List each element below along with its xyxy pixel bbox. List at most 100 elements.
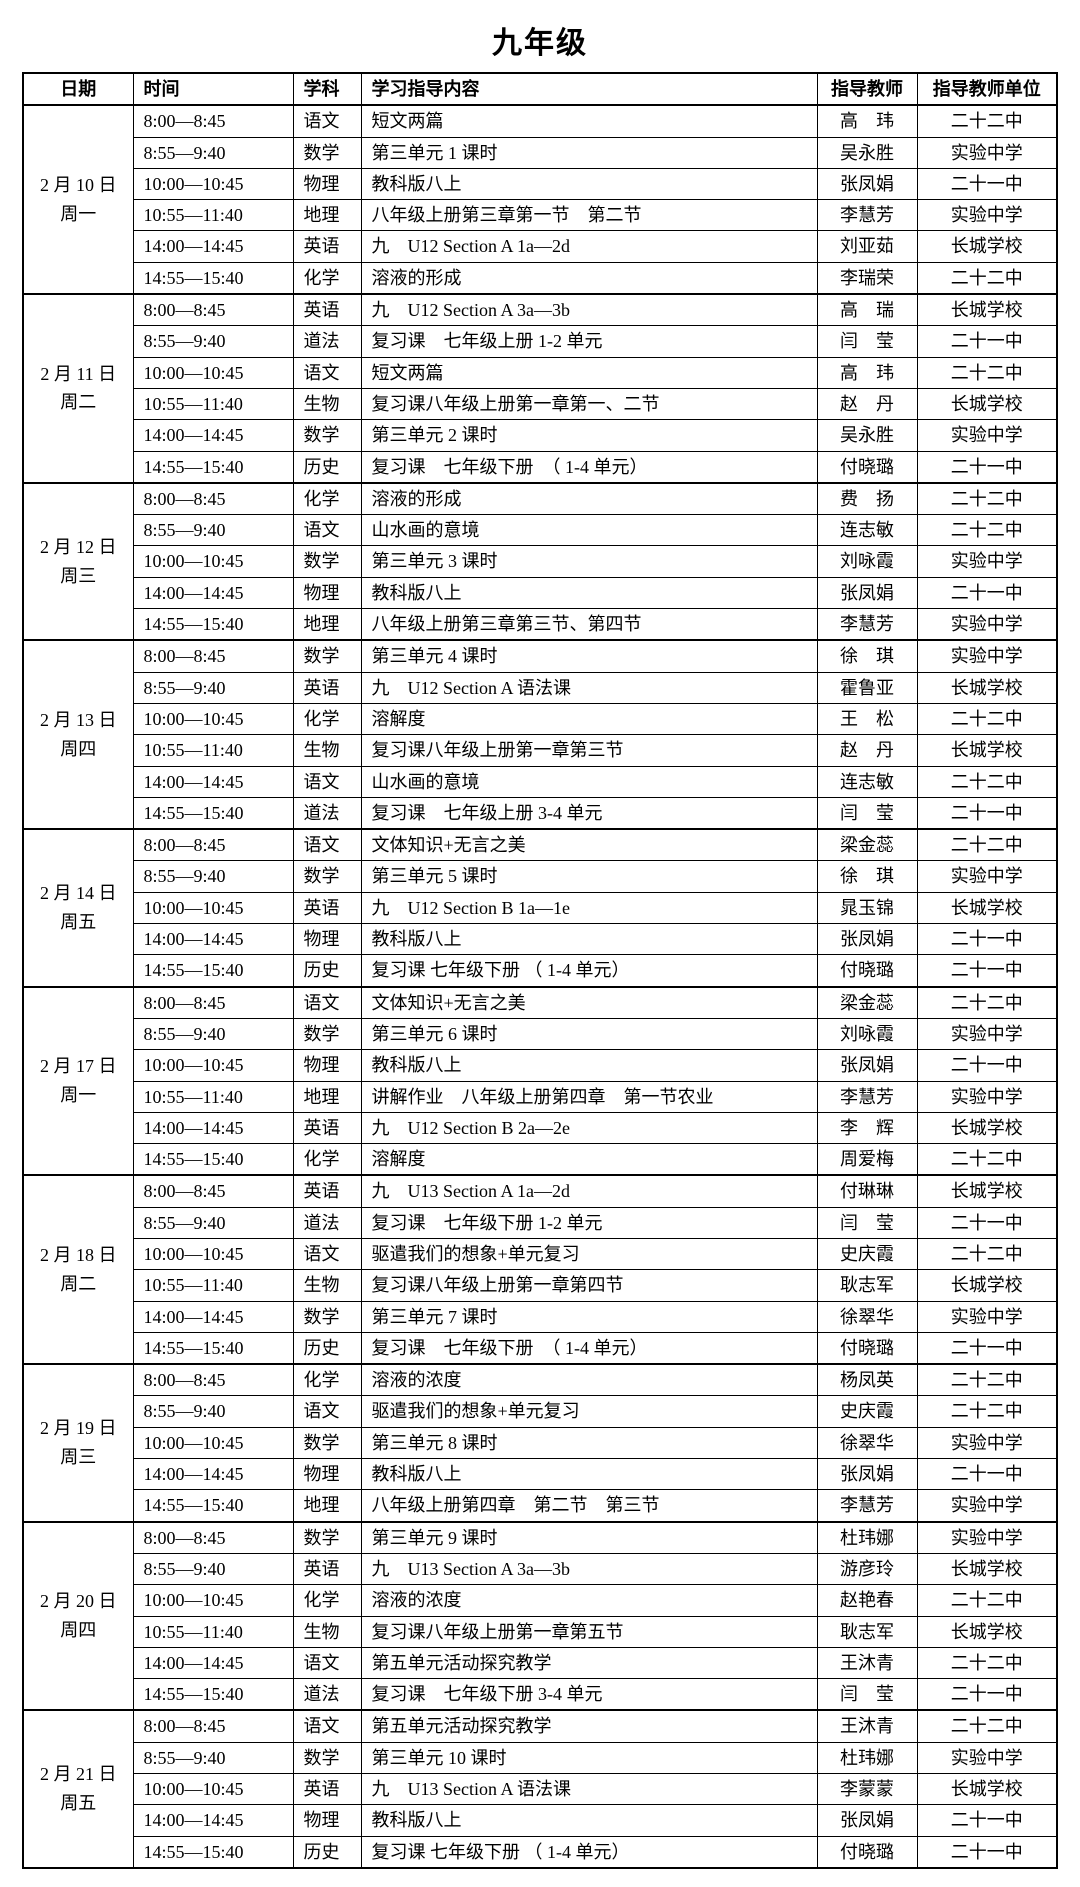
teacher-cell: 张凤娟: [817, 1459, 917, 1490]
content-cell: 八年级上册第四章 第二节 第三节: [361, 1490, 817, 1522]
teacher-cell: 连志敏: [817, 766, 917, 797]
subject-cell: 语文: [293, 1396, 361, 1427]
content-cell: 第三单元 3 课时: [361, 546, 817, 577]
school-cell: 二十二中: [917, 1364, 1057, 1396]
subject-cell: 物理: [293, 577, 361, 608]
content-cell: 复习课 七年级下册 （ 1-4 单元）: [361, 1332, 817, 1364]
school-cell: 二十一中: [917, 1050, 1057, 1081]
table-row: 14:00—14:45语文第五单元活动探究教学王沐青二十二中: [23, 1647, 1057, 1678]
date-text: 2 月 12 日: [30, 533, 127, 562]
teacher-cell: 王 松: [817, 703, 917, 734]
subject-cell: 语文: [293, 105, 361, 137]
subject-cell: 语文: [293, 357, 361, 388]
header-content: 学习指导内容: [361, 73, 817, 105]
content-cell: 复习课 七年级上册 1-2 单元: [361, 326, 817, 357]
content-cell: 短文两篇: [361, 357, 817, 388]
table-row: 10:00—10:45物理教科版八上张凤娟二十一中: [23, 168, 1057, 199]
table-row: 2 月 20 日周四8:00—8:45数学第三单元 9 课时杜玮娜实验中学: [23, 1522, 1057, 1554]
table-row: 10:55—11:40地理八年级上册第三章第一节 第二节李慧芳实验中学: [23, 200, 1057, 231]
date-cell: 2 月 18 日周二: [23, 1175, 133, 1364]
school-cell: 实验中学: [917, 1522, 1057, 1554]
content-cell: 教科版八上: [361, 1459, 817, 1490]
time-cell: 10:55—11:40: [133, 200, 293, 231]
table-row: 10:00—10:45数学第三单元 8 课时徐翠华实验中学: [23, 1427, 1057, 1458]
table-row: 14:55—15:40化学溶液的形成李瑞荣二十二中: [23, 262, 1057, 294]
subject-cell: 物理: [293, 924, 361, 955]
school-cell: 二十一中: [917, 577, 1057, 608]
teacher-cell: 李慧芳: [817, 609, 917, 641]
page-title: 九年级: [22, 18, 1058, 62]
subject-cell: 英语: [293, 231, 361, 262]
school-cell: 二十一中: [917, 1836, 1057, 1868]
table-row: 10:55—11:40生物复习课八年级上册第一章第一、二节赵 丹长城学校: [23, 388, 1057, 419]
subject-cell: 物理: [293, 1459, 361, 1490]
teacher-cell: 高 玮: [817, 357, 917, 388]
subject-cell: 地理: [293, 1490, 361, 1522]
subject-cell: 道法: [293, 1679, 361, 1711]
school-cell: 二十二中: [917, 703, 1057, 734]
teacher-cell: 付琳琳: [817, 1175, 917, 1207]
content-cell: 九 U13 Section A 1a—2d: [361, 1175, 817, 1207]
subject-cell: 英语: [293, 1553, 361, 1584]
date-text: 2 月 14 日: [30, 879, 127, 908]
table-row: 14:00—14:45物理教科版八上张凤娟二十一中: [23, 1805, 1057, 1836]
table-row: 10:00—10:45数学第三单元 3 课时刘咏霞实验中学: [23, 546, 1057, 577]
teacher-cell: 王沐青: [817, 1710, 917, 1742]
weekday-text: 周三: [30, 1443, 127, 1472]
content-cell: 第三单元 9 课时: [361, 1522, 817, 1554]
school-cell: 实验中学: [917, 137, 1057, 168]
teacher-cell: 李瑞荣: [817, 262, 917, 294]
teacher-cell: 闫 莹: [817, 797, 917, 829]
table-row: 10:55—11:40地理讲解作业 八年级上册第四章 第一节农业李慧芳实验中学: [23, 1081, 1057, 1112]
time-cell: 10:55—11:40: [133, 1616, 293, 1647]
content-cell: 教科版八上: [361, 168, 817, 199]
time-cell: 8:55—9:40: [133, 1018, 293, 1049]
table-row: 8:55—9:40道法复习课 七年级下册 1-2 单元闫 莹二十一中: [23, 1207, 1057, 1238]
time-cell: 10:55—11:40: [133, 1081, 293, 1112]
subject-cell: 地理: [293, 1081, 361, 1112]
date-cell: 2 月 14 日周五: [23, 829, 133, 986]
time-cell: 8:00—8:45: [133, 640, 293, 672]
weekday-text: 周五: [30, 908, 127, 937]
content-cell: 复习课 七年级下册 （ 1-4 单元）: [361, 1836, 817, 1868]
teacher-cell: 赵 丹: [817, 388, 917, 419]
content-cell: 复习课 七年级上册 3-4 单元: [361, 797, 817, 829]
time-cell: 14:00—14:45: [133, 1647, 293, 1678]
content-cell: 第五单元活动探究教学: [361, 1710, 817, 1742]
content-cell: 山水画的意境: [361, 766, 817, 797]
teacher-cell: 李慧芳: [817, 200, 917, 231]
content-cell: 驱遣我们的想象+单元复习: [361, 1238, 817, 1269]
time-cell: 10:00—10:45: [133, 546, 293, 577]
subject-cell: 数学: [293, 1018, 361, 1049]
content-cell: 九 U12 Section A 语法课: [361, 672, 817, 703]
time-cell: 8:00—8:45: [133, 1522, 293, 1554]
subject-cell: 数学: [293, 546, 361, 577]
table-row: 10:00—10:45物理教科版八上张凤娟二十一中: [23, 1050, 1057, 1081]
table-row: 10:00—10:45语文短文两篇高 玮二十二中: [23, 357, 1057, 388]
weekday-text: 周一: [30, 200, 127, 229]
table-row: 2 月 13 日周四8:00—8:45数学第三单元 4 课时徐 琪实验中学: [23, 640, 1057, 672]
time-cell: 8:00—8:45: [133, 1175, 293, 1207]
content-cell: 复习课 七年级下册 1-2 单元: [361, 1207, 817, 1238]
date-cell: 2 月 10 日周一: [23, 105, 133, 294]
teacher-cell: 晁玉锦: [817, 892, 917, 923]
teacher-cell: 张凤娟: [817, 168, 917, 199]
table-row: 14:55—15:40化学溶解度周爱梅二十二中: [23, 1144, 1057, 1176]
table-row: 10:55—11:40生物复习课八年级上册第一章第三节赵 丹长城学校: [23, 735, 1057, 766]
subject-cell: 数学: [293, 861, 361, 892]
time-cell: 8:55—9:40: [133, 861, 293, 892]
teacher-cell: 闫 莹: [817, 326, 917, 357]
teacher-cell: 付晓璐: [817, 451, 917, 483]
teacher-cell: 李 辉: [817, 1112, 917, 1143]
school-cell: 二十一中: [917, 326, 1057, 357]
table-row: 14:00—14:45英语九 U12 Section B 2a—2e李 辉长城学…: [23, 1112, 1057, 1143]
school-cell: 二十一中: [917, 451, 1057, 483]
table-row: 8:55—9:40语文驱遣我们的想象+单元复习史庆霞二十二中: [23, 1396, 1057, 1427]
subject-cell: 语文: [293, 766, 361, 797]
subject-cell: 道法: [293, 797, 361, 829]
teacher-cell: 杜玮娜: [817, 1522, 917, 1554]
school-cell: 二十二中: [917, 1647, 1057, 1678]
teacher-cell: 徐 琪: [817, 861, 917, 892]
teacher-cell: 王沐青: [817, 1647, 917, 1678]
school-cell: 二十一中: [917, 1207, 1057, 1238]
